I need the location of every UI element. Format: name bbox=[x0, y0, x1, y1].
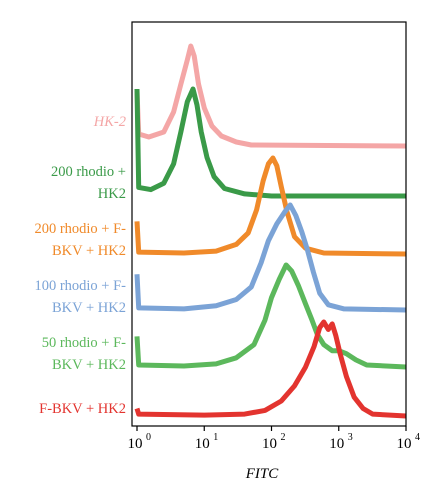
x-tick-exponent: 1 bbox=[213, 432, 218, 443]
series-labels: HK-2 200 rhodio + HK2 200 rhodio + F- BKV + … bbox=[34, 114, 126, 417]
x-tick-label: 10 bbox=[397, 436, 412, 452]
series-line-hk-2 bbox=[134, 43, 407, 149]
series-label-100-rhodio-f-bkv-hk2: BKV + HK2 bbox=[52, 300, 126, 316]
series-label-100-rhodio-f-bkv-hk2: 100 rhodio + F- bbox=[34, 278, 126, 294]
series-line-100-rhodio-f-bkv-hk2 bbox=[134, 202, 407, 313]
series-label-hk-2: HK-2 bbox=[93, 114, 126, 130]
series-label-50-rhodio-f-bkv-hk2: BKV + HK2 bbox=[52, 357, 126, 373]
x-tick-exponent: 3 bbox=[348, 432, 353, 443]
series-label-200-rhodio-hk2: 200 rhodio + bbox=[51, 164, 126, 180]
series-layer bbox=[134, 43, 407, 419]
series-label-200-rhodio-f-bkv-hk2: 200 rhodio + F- bbox=[34, 221, 126, 237]
series-label-50-rhodio-f-bkv-hk2: 50 rhodio + F- bbox=[42, 335, 126, 351]
series-line-50-rhodio-f-bkv-hk2 bbox=[134, 262, 407, 370]
x-tick-exponent: 2 bbox=[281, 432, 286, 443]
x-tick-label: 10 bbox=[195, 436, 210, 452]
series-line-f-bkv-hk2 bbox=[134, 319, 407, 419]
x-tick-label: 10 bbox=[262, 436, 277, 452]
x-tick-exponent: 4 bbox=[415, 432, 420, 443]
x-tick-label: 10 bbox=[128, 436, 143, 452]
series-label-200-rhodio-f-bkv-hk2: BKV + HK2 bbox=[52, 243, 126, 259]
plot-frame bbox=[131, 21, 407, 427]
x-axis-ticks: 10 0 10 1 10 2 10 3 10 4 bbox=[128, 426, 420, 452]
series-line-200-rhodio-hk2 bbox=[134, 86, 406, 199]
x-axis-title: FITC bbox=[245, 466, 280, 482]
series-label-f-bkv-hk2: F-BKV + HK2 bbox=[39, 401, 126, 417]
series-line-200-rhodio-f-bkv-hk2 bbox=[134, 155, 407, 257]
x-tick-label: 10 bbox=[329, 436, 344, 452]
x-tick-exponent: 0 bbox=[146, 432, 151, 443]
series-label-200-rhodio-hk2: HK2 bbox=[98, 186, 126, 202]
